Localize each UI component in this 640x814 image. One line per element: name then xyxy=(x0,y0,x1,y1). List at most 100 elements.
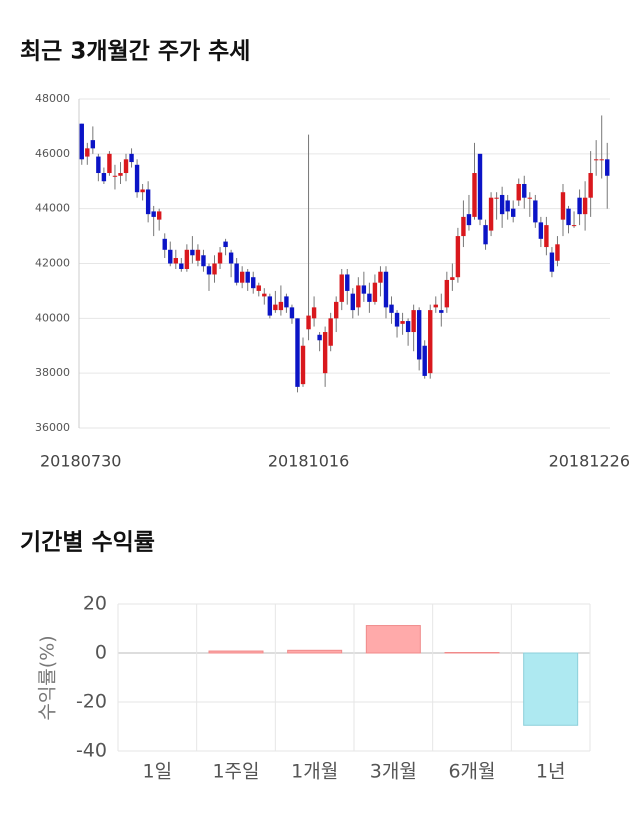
candle-body xyxy=(163,239,167,250)
x-tick-label: 3개월 xyxy=(370,761,417,783)
candle-body xyxy=(362,285,366,293)
candle-body xyxy=(240,272,244,283)
candle-body xyxy=(583,198,587,214)
y-axis-label: 수익률(%) xyxy=(37,635,59,720)
candle-body xyxy=(588,173,592,198)
candle-body xyxy=(146,189,150,214)
bar xyxy=(366,626,420,653)
candle-body xyxy=(439,310,443,313)
y-tick-label: 20 xyxy=(83,593,107,615)
candle-body xyxy=(445,280,449,307)
candle-body xyxy=(522,184,526,198)
candle-body xyxy=(528,198,532,199)
candle-body xyxy=(185,250,189,269)
candle-body xyxy=(157,211,161,219)
candle-body xyxy=(268,296,272,315)
candle-body xyxy=(533,200,537,222)
candle-body xyxy=(367,294,371,302)
x-tick-label: 1일 xyxy=(143,761,173,783)
candle-body xyxy=(140,189,144,192)
candle-body xyxy=(406,321,410,332)
candle-body xyxy=(196,250,200,261)
y-tick-label: 46000 xyxy=(35,147,70,160)
candle-body xyxy=(207,266,211,274)
candle-body xyxy=(400,321,404,324)
x-tick-label: 20181226 xyxy=(549,452,630,471)
candle-body xyxy=(456,236,460,277)
x-tick-label: 6개월 xyxy=(448,761,495,783)
candle-body xyxy=(295,318,299,387)
y-tick-label: 48000 xyxy=(35,92,70,105)
candle-body xyxy=(218,253,222,264)
candle-body xyxy=(201,255,205,266)
x-tick-label: 20181016 xyxy=(268,452,349,471)
candle-body xyxy=(174,258,178,263)
candle-body xyxy=(246,272,250,283)
candle-body xyxy=(505,200,509,211)
y-tick-label: 38000 xyxy=(35,366,70,379)
candle-body xyxy=(124,159,128,173)
candle-body xyxy=(80,124,84,160)
candle-body xyxy=(594,159,598,160)
candle-body xyxy=(91,140,95,148)
candle-body xyxy=(423,346,427,376)
candle-body xyxy=(323,332,327,373)
candle-body xyxy=(561,192,565,219)
candle-body xyxy=(312,307,316,318)
candle-body xyxy=(566,209,570,225)
candle-body xyxy=(450,277,454,280)
y-tick-label: 36000 xyxy=(35,421,70,434)
candle-body xyxy=(555,244,559,260)
candle-body xyxy=(351,294,355,310)
candle-body xyxy=(284,296,288,307)
candle-body xyxy=(328,318,332,345)
candle-body xyxy=(168,250,172,264)
y-tick-label: 0 xyxy=(95,642,107,664)
candle-body xyxy=(434,305,438,308)
candle-body xyxy=(373,283,377,302)
x-tick-label: 1주일 xyxy=(212,761,259,783)
candle-body xyxy=(417,310,421,359)
candle-body xyxy=(151,211,155,216)
candle-body xyxy=(96,157,100,173)
candle-body xyxy=(334,302,338,318)
candle-body xyxy=(483,225,487,244)
candle-body xyxy=(384,272,388,308)
candle-body xyxy=(212,264,216,275)
candle-body xyxy=(395,313,399,327)
candle-body xyxy=(461,217,465,236)
candle-body xyxy=(179,264,183,269)
candle-body xyxy=(572,225,576,226)
candle-body xyxy=(223,242,227,247)
bar xyxy=(288,650,342,653)
x-tick-label: 1개월 xyxy=(291,761,338,783)
candle-body xyxy=(113,176,117,177)
candle-body xyxy=(273,305,277,310)
y-tick-label: -40 xyxy=(76,740,107,762)
candle-body xyxy=(345,274,349,290)
candle-body xyxy=(340,274,344,301)
candle-body xyxy=(317,335,321,340)
candle-body xyxy=(251,277,255,288)
y-tick-label: -20 xyxy=(76,691,107,713)
candle-body xyxy=(428,310,432,373)
candle-body xyxy=(229,253,233,264)
candle-body xyxy=(234,264,238,283)
candle-body xyxy=(467,214,471,225)
x-tick-label: 1년 xyxy=(536,761,566,783)
candle-body xyxy=(135,165,139,192)
candle-body xyxy=(290,307,294,318)
chart-title: 최근 3개월간 주가 추세 xyxy=(20,39,250,65)
candle-body xyxy=(356,285,360,307)
candle-body xyxy=(107,154,111,173)
candle-body xyxy=(85,148,89,156)
candle-body xyxy=(262,294,266,297)
candle-body xyxy=(517,184,521,200)
x-tick-label: 20180730 xyxy=(40,452,121,471)
candle-body xyxy=(550,253,554,272)
y-tick-label: 40000 xyxy=(35,311,70,324)
y-tick-label: 44000 xyxy=(35,202,70,215)
chart-title: 기간별 수익률 xyxy=(20,530,155,556)
